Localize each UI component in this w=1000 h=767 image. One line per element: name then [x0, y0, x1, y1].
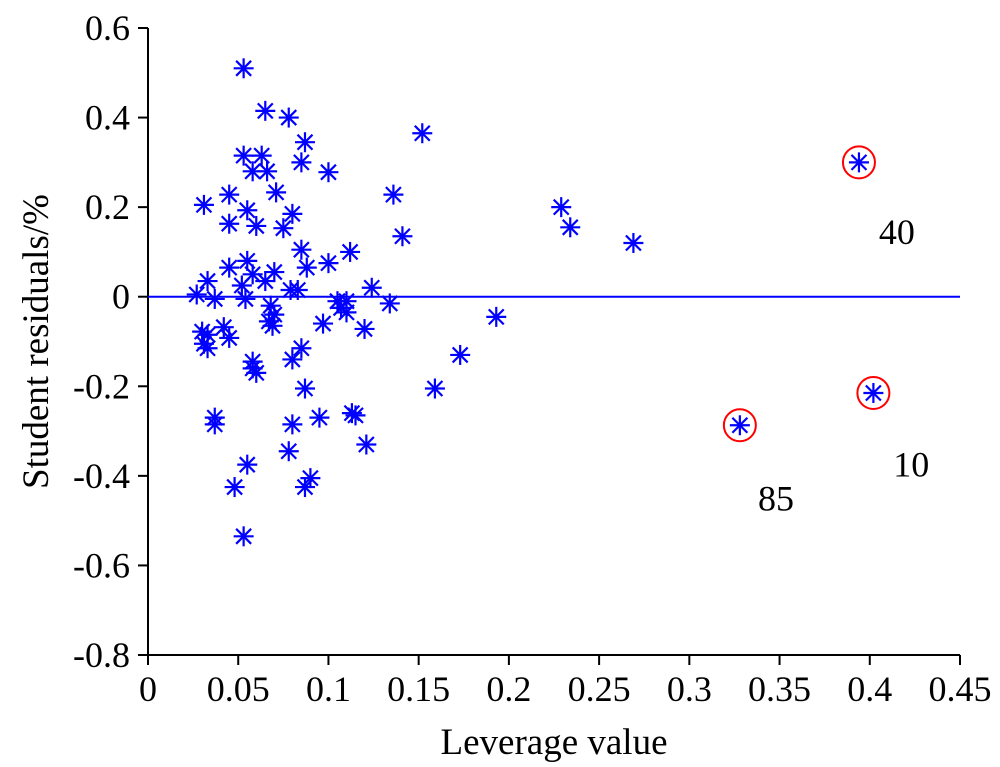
data-point [246, 362, 267, 383]
data-point [318, 162, 339, 183]
data-point [291, 152, 312, 173]
data-point [356, 434, 377, 455]
data-point [383, 184, 404, 205]
highlighted-point-10 [863, 383, 884, 404]
data-point [219, 184, 240, 205]
x-axis-ticks: 0 0.05 0.1 0.15 0.2 0.25 0.3 0.35 0.4 0.45 [139, 655, 992, 709]
data-point [294, 477, 315, 498]
y-tick-label: 0.4 [85, 98, 130, 138]
data-point [237, 454, 258, 475]
data-point [235, 288, 256, 309]
y-tick-label: 0.6 [85, 8, 130, 48]
data-point [486, 306, 507, 327]
highlight-circle-10 [856, 376, 891, 411]
data-point [219, 213, 240, 234]
data-point [313, 313, 334, 334]
data-point [251, 145, 272, 166]
annotations: 40 10 85 [758, 212, 929, 518]
data-point [294, 378, 315, 399]
x-tick-label: 0.2 [486, 669, 531, 709]
data-point [424, 378, 445, 399]
data-point [233, 58, 254, 79]
highlighted-point-85 [729, 415, 750, 436]
data-point [282, 203, 303, 224]
data-point [278, 107, 299, 128]
x-tick-label: 0.25 [568, 669, 631, 709]
x-tick-label: 0.1 [306, 669, 351, 709]
data-point [186, 284, 207, 305]
data-point [231, 275, 252, 296]
annotation-label-40: 40 [879, 212, 915, 252]
highlight-circle-40 [841, 145, 876, 180]
data-point [318, 253, 339, 274]
data-point [204, 414, 225, 435]
data-point [340, 241, 361, 262]
annotation-label-10: 10 [893, 445, 929, 485]
y-tick-label: -0.8 [73, 635, 130, 675]
data-point [255, 100, 276, 121]
data-point [224, 477, 245, 498]
data-point [291, 338, 312, 359]
highlighted-point-40 [848, 152, 869, 173]
axes [147, 28, 960, 656]
data-point [354, 318, 375, 339]
data-point [450, 344, 471, 365]
data-point [262, 315, 283, 336]
data-point [219, 327, 240, 348]
data-point [379, 293, 400, 314]
data-point [273, 218, 294, 239]
data-points [186, 58, 644, 547]
y-axis-title: Student residuals/% [16, 194, 57, 489]
data-point [392, 226, 413, 247]
data-point [412, 123, 433, 144]
y-axis-ticks: 0.6 0.4 0.2 0 -0.2 -0.4 -0.6 -0.8 [73, 8, 148, 675]
x-tick-label: 0.45 [929, 669, 992, 709]
data-point [204, 288, 225, 309]
highlighted-points [722, 145, 891, 443]
x-tick-label: 0.05 [207, 669, 270, 709]
data-point [623, 232, 644, 253]
y-tick-label: -0.6 [73, 545, 130, 585]
annotation-label-85: 85 [758, 478, 794, 518]
highlight-circle-85 [722, 408, 757, 443]
data-point [233, 145, 254, 166]
data-point [291, 239, 312, 260]
data-point [197, 338, 218, 359]
data-point [197, 271, 218, 292]
y-tick-label: 0 [112, 277, 130, 317]
x-tick-label: 0.4 [847, 669, 892, 709]
data-point [345, 405, 366, 426]
y-tick-label: -0.2 [73, 366, 130, 406]
x-tick-label: 0.3 [667, 669, 712, 709]
data-point [255, 271, 276, 292]
data-point [560, 217, 581, 238]
data-point [233, 526, 254, 547]
x-tick-label: 0 [139, 669, 157, 709]
data-point [361, 277, 382, 298]
data-point [193, 194, 214, 215]
data-point [237, 200, 258, 221]
x-tick-label: 0.15 [387, 669, 450, 709]
data-point [257, 161, 278, 182]
data-point [282, 349, 303, 370]
y-tick-label: -0.4 [73, 456, 130, 496]
data-point [278, 441, 299, 462]
data-point [287, 279, 308, 300]
data-point [296, 257, 317, 278]
data-point [309, 407, 330, 428]
data-point [551, 197, 572, 218]
y-tick-label: 0.2 [85, 187, 130, 227]
data-point [336, 302, 357, 323]
data-point [282, 414, 303, 435]
x-tick-label: 0.35 [748, 669, 811, 709]
data-point [294, 132, 315, 153]
data-point [246, 215, 267, 236]
x-axis-title: Leverage value [441, 722, 668, 763]
data-point [219, 257, 240, 278]
data-point [266, 182, 287, 203]
